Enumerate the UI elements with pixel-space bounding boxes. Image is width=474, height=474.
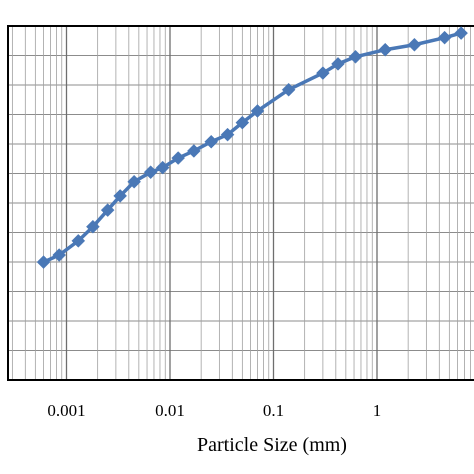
data-point-marker <box>127 174 141 189</box>
data-point-marker <box>52 248 67 262</box>
data-point-marker <box>36 255 51 269</box>
data-point-marker <box>316 66 330 80</box>
data-series <box>36 26 468 269</box>
data-point-marker <box>235 115 250 130</box>
data-point-marker <box>155 160 170 175</box>
data-point-marker <box>220 127 235 142</box>
data-point-marker <box>186 144 201 158</box>
x-axis-label: Particle Size (mm) <box>197 434 347 456</box>
x-tick-label: 0.1 <box>263 401 284 420</box>
x-tick-label: 1 <box>373 401 382 420</box>
data-point-marker <box>143 165 158 180</box>
data-point-marker <box>331 57 345 71</box>
data-point-marker <box>113 189 128 203</box>
plot-area-border <box>7 25 474 381</box>
data-point-marker <box>348 49 363 64</box>
x-tick-label: 0.001 <box>47 401 85 420</box>
chart-grid <box>8 26 474 380</box>
data-point-marker <box>281 82 296 97</box>
data-point-marker <box>171 151 186 165</box>
data-point-marker <box>86 219 100 234</box>
data-point-marker <box>250 104 265 118</box>
data-point-marker <box>71 234 86 248</box>
data-point-marker <box>454 26 468 40</box>
data-point-marker <box>437 30 452 45</box>
data-point-marker <box>100 203 115 217</box>
data-point-marker <box>204 134 219 149</box>
data-point-marker <box>378 42 393 57</box>
series-line <box>42 31 462 264</box>
x-tick-label: 0.01 <box>155 401 185 420</box>
data-point-marker <box>407 37 422 52</box>
